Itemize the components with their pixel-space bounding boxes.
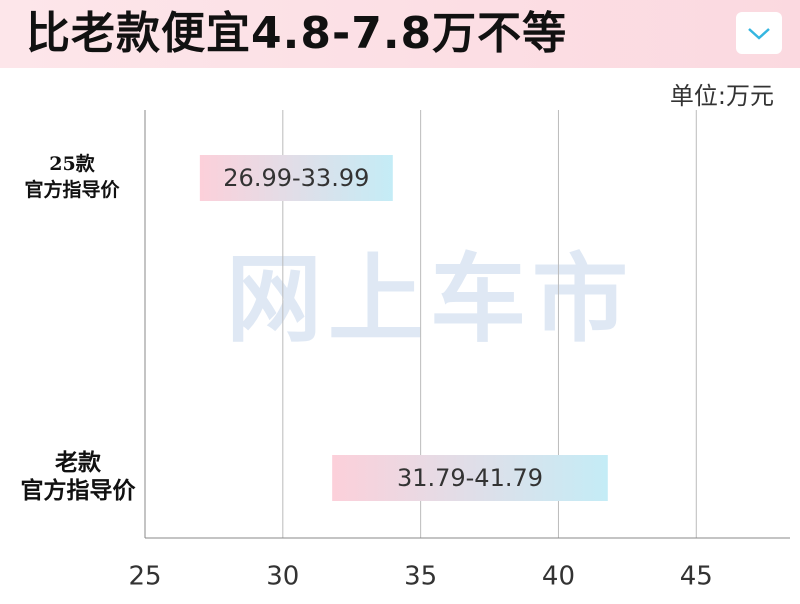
x-tick-label: 30: [266, 562, 299, 592]
value-label: 26.99-33.99: [223, 164, 369, 192]
bar: [332, 455, 608, 501]
value-label: 31.79-41.79: [397, 464, 543, 492]
y-category-label: 官方指导价: [21, 477, 137, 504]
x-tick-label: 35: [404, 562, 437, 592]
y-category-label: 25款: [49, 152, 95, 175]
header-band: [0, 0, 800, 68]
bar: [199, 155, 393, 201]
chart-title: 比老款便宜4.8-7.8万不等: [26, 8, 567, 59]
x-tick-label: 25: [128, 562, 161, 592]
y-category-label: 老款: [54, 449, 102, 476]
x-tick-label: 40: [542, 562, 575, 592]
watermark: 网上车市: [226, 243, 634, 355]
unit-label: 单位:万元: [670, 82, 774, 110]
chevron-icon: [748, 28, 770, 40]
dropdown-button[interactable]: [736, 12, 782, 54]
y-category-label: 官方指导价: [24, 178, 120, 201]
x-tick-label: 45: [680, 562, 713, 592]
